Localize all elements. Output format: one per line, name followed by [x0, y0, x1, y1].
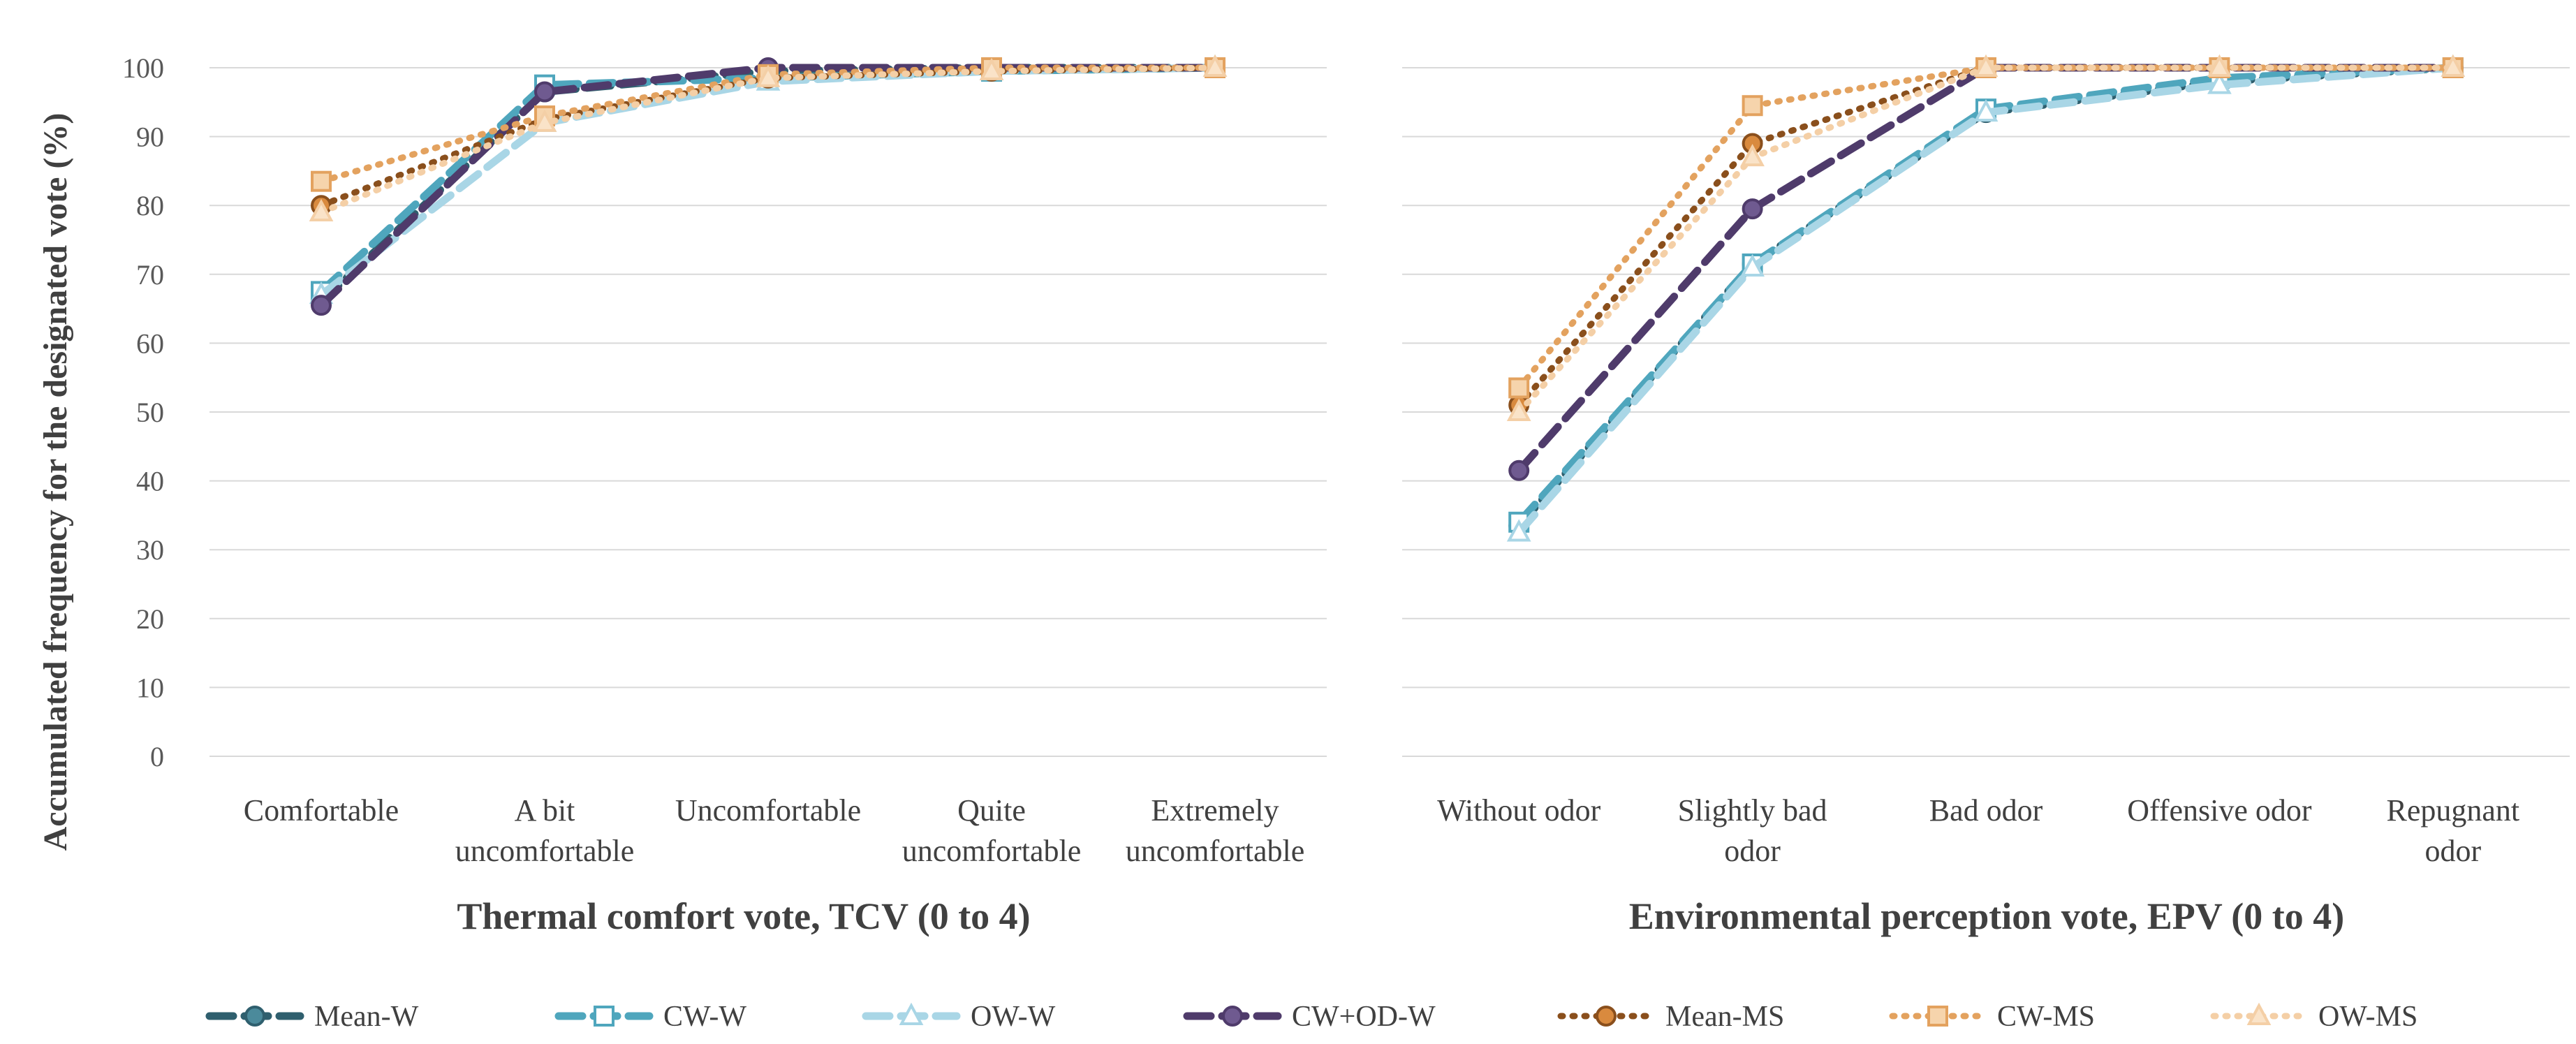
tcv-panel: 0 10 20 30 40 50 60 70 80 90 100 Comfortable A bit un… [122, 52, 1327, 937]
data-point [1740, 143, 1765, 167]
legend-label: OW-MS [2318, 1001, 2417, 1033]
x-tick-label: Uncomfortable [675, 793, 861, 828]
data-point [1742, 198, 1763, 220]
x-tick-label: Offensive odor [2127, 793, 2312, 828]
data-point [1740, 253, 1765, 277]
legend-marker [1927, 1006, 1948, 1027]
data-point [311, 295, 332, 316]
legend-item-cw-w: CW-W [554, 1001, 746, 1033]
legend-item-cw-plus-od-w: CW+OD-W [1183, 1001, 1436, 1033]
data-point [979, 57, 1004, 80]
series-line [1515, 64, 2457, 537]
legend-item-mean-w: Mean-W [205, 1001, 419, 1033]
data-point [1508, 377, 1530, 399]
legend-item-ow-w: OW-W [862, 1001, 1056, 1033]
legend-marker [1222, 1006, 1243, 1027]
data-point [2207, 54, 2232, 77]
legend-marker [899, 1002, 924, 1025]
y-tick-label: 100 [122, 52, 164, 84]
data-point [1742, 95, 1763, 117]
y-tick-label: 10 [136, 672, 164, 703]
y-tick-label: 40 [136, 466, 164, 497]
data-point [1506, 398, 1531, 421]
y-tick-label: 50 [136, 397, 164, 428]
series-line [317, 64, 1219, 309]
series-ow-w [1506, 54, 2466, 542]
data-point [534, 81, 555, 103]
data-point [311, 170, 332, 192]
legend-marker [244, 1006, 265, 1027]
y-axis-title: Accumulated frequency for the designated… [37, 113, 74, 851]
y-tick-label: 90 [136, 122, 164, 153]
data-point [532, 109, 557, 132]
series-ow-ms [1506, 54, 2466, 421]
series-mean-w [1508, 57, 2464, 536]
x-tick-label: Extremely uncomfortable [1126, 793, 1305, 868]
x-tick-label: Bad odor [1929, 793, 2043, 828]
series-cw-plus-od-w [311, 57, 1226, 316]
x-tick-label: A bit uncomfortable [455, 793, 635, 868]
data-point [1508, 459, 1530, 481]
legend-marker [594, 1006, 614, 1027]
series-line [1515, 64, 2457, 475]
legend-label: OW-W [971, 1001, 1056, 1033]
legend: Mean-W CW-W OW-W CW+OD-W Mean-MS CW-MS OW-MS [205, 1001, 2417, 1033]
data-point [1506, 519, 1531, 542]
data-point [309, 198, 334, 222]
series-ow-ms [309, 54, 1228, 222]
legend-label: CW-MS [1997, 1001, 2095, 1033]
legend-marker [1596, 1006, 1617, 1027]
data-point [2207, 71, 2232, 94]
legend-marker [2246, 1002, 2272, 1025]
data-point [1202, 54, 1228, 77]
x-axis-title: Environmental perception vote, EPV (0 to… [1629, 895, 2344, 937]
y-tick-label: 30 [136, 534, 164, 566]
legend-item-cw-ms: CW-MS [1889, 1001, 2095, 1033]
legend-label: CW+OD-W [1292, 1001, 1436, 1033]
legend-label: CW-W [663, 1001, 746, 1033]
x-tick-label: Quite uncomfortable [902, 793, 1082, 868]
legend-label: Mean-W [314, 1001, 419, 1033]
data-point [1973, 54, 1999, 77]
y-tick-label: 0 [150, 741, 164, 772]
y-tick-label: 20 [136, 603, 164, 635]
data-point [756, 64, 781, 87]
legend-label: Mean-MS [1665, 1001, 1784, 1033]
data-point [1973, 98, 1999, 122]
x-tick-label: Repugnant odor [2386, 793, 2519, 868]
legend-item-mean-ms: Mean-MS [1557, 1001, 1784, 1033]
series-line [317, 64, 1219, 306]
legend-item-ow-ms: OW-MS [2210, 1001, 2417, 1033]
y-tick-label: 80 [136, 190, 164, 221]
x-tick-label: Slightly bad odor [1678, 793, 1827, 868]
x-tick-label: Without odor [1437, 793, 1600, 828]
y-tick-label: 70 [136, 259, 164, 291]
data-point [2441, 54, 2466, 77]
x-tick-label: Comfortable [244, 793, 399, 828]
series-cw-w [1508, 57, 2464, 533]
x-axis-title: Thermal comfort vote, TCV (0 to 4) [457, 895, 1030, 937]
y-tick-label: 60 [136, 328, 164, 359]
epv-panel: Without odor Slightly bad odor Bad odor Offe… [1402, 54, 2570, 937]
